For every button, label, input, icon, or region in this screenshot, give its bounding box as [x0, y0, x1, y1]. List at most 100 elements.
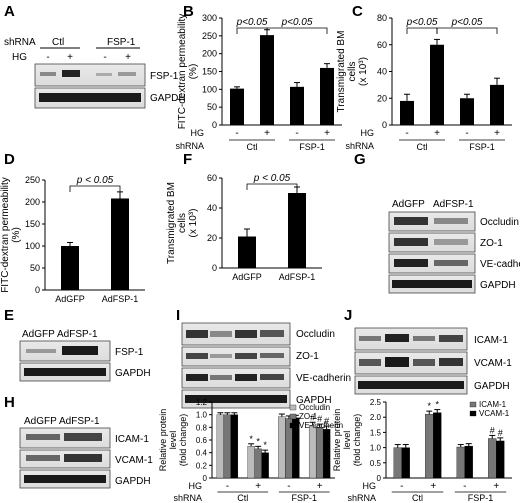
significance-star: * [249, 434, 253, 444]
blot-label-gapdh: GAPDH [474, 381, 510, 392]
y-tick-label: 1.0 [196, 411, 208, 420]
bar [401, 447, 410, 479]
panel-a: shRNA Ctl FSP-1 HG - + - + FSP-1 GAPDH [4, 37, 186, 109]
bar [320, 67, 334, 125]
bar [290, 86, 304, 125]
significance-hash: # [310, 412, 315, 422]
bar [278, 416, 286, 479]
blot-band [235, 330, 257, 338]
blot-label-zo1: ZO-1 [296, 351, 319, 362]
hg-label: HG [363, 481, 377, 491]
shrna-label: shRNA [347, 493, 376, 503]
y-axis-label: Relative protein [332, 409, 342, 472]
bar [223, 414, 232, 479]
blot-band [26, 434, 60, 440]
significance-bracket [236, 27, 268, 34]
blot-band [392, 280, 472, 288]
y-axis-label: FITC-dextran permeability [177, 14, 188, 130]
adfsp1-label: AdFSP-1 [59, 416, 100, 427]
bar [488, 438, 497, 479]
blot-band [186, 374, 208, 381]
panel-j-chart: 0 0.5 1.0 1.5 2.0 2.5 Relative protein level (fo… [332, 398, 512, 503]
blot-band [64, 454, 102, 462]
blot-strip [388, 232, 476, 253]
panel-g: AdGFP AdFSP-1 Occludin ZO-1 VE-cadherin … [388, 199, 520, 294]
bar [456, 446, 465, 479]
y-tick-label: 20 [377, 93, 387, 103]
blot-band [439, 358, 463, 366]
blot-label-occludin: Occludin [480, 217, 519, 228]
hg-sign: + [317, 481, 323, 492]
bar [247, 446, 255, 479]
shrna-label: shRNA [4, 37, 36, 48]
legend-label: VCAM-1 [479, 409, 510, 418]
blot-label-gapdh: GAPDH [296, 395, 332, 406]
y-tick-label: 0 [382, 120, 387, 130]
bar [260, 35, 274, 126]
blot-band [385, 334, 409, 342]
significance-star: * [256, 436, 260, 446]
group-label: Ctl [412, 493, 423, 503]
y-tick-label: 0 [212, 120, 217, 130]
hg-sign: + [430, 481, 436, 492]
blot-label-vcam1: VCAM-1 [474, 358, 512, 369]
significance-star: * [435, 400, 439, 410]
hg-sign: + [324, 128, 330, 139]
bar [460, 98, 474, 125]
y-tick-label: 1.2 [196, 398, 208, 407]
y-tick-label: 2.0 [370, 413, 382, 422]
blot-band [413, 336, 435, 341]
hg-sign: + [493, 481, 499, 492]
blot-band [39, 93, 141, 102]
panel-j-blot: ICAM-1 VCAM-1 GAPDH [354, 327, 512, 395]
x-tick-label: AdFSP-1 [279, 272, 316, 282]
significance-bracket [436, 27, 498, 34]
y-tick-label: 2.5 [370, 398, 382, 407]
group-label: FSP-1 [469, 142, 495, 152]
blot-band [394, 259, 428, 267]
panel-letter-j: J [344, 307, 352, 324]
bar [464, 445, 473, 479]
p-value-label: p < 0.05 [253, 173, 291, 184]
y-tick-label: 50 [30, 263, 40, 273]
panel-b-chart: 0 50 100 150 200 250 300 FITC-dextran permeabil… [175, 13, 342, 152]
blot-band [185, 395, 287, 403]
y-tick-label: 0.4 [196, 449, 208, 458]
bar [322, 429, 331, 479]
bar [216, 414, 225, 479]
significance-bracket [69, 185, 121, 192]
blot-strip [388, 253, 476, 274]
y-tick-label: 1.5 [370, 428, 382, 437]
significance-hash: # [324, 416, 329, 426]
bar [433, 412, 442, 479]
hg-label: HG [361, 128, 375, 138]
y-axis-label: level [342, 431, 352, 450]
y-tick-label: 250 [202, 31, 217, 41]
bar [393, 447, 402, 479]
panel-letter-b: B [183, 3, 194, 20]
adgfp-label: AdGFP [22, 329, 55, 340]
blot-label-gapdh: GAPDH [115, 476, 151, 487]
bar [61, 246, 79, 290]
blot-band [434, 239, 468, 245]
panel-letter-a: A [4, 3, 15, 20]
y-tick-label: 300 [202, 13, 217, 23]
blot-label-gapdh: GAPDH [480, 280, 516, 291]
blot-band [210, 331, 232, 337]
hg-label: HG [12, 52, 27, 63]
blot-band [413, 359, 435, 366]
bar [230, 414, 239, 479]
adgfp-label: AdGFP [24, 416, 57, 427]
blot-label-vecad: VE-cadherin [480, 259, 520, 270]
hg-sign: - [295, 128, 298, 139]
panel-f-chart: 0 20 40 60 Transmigrated BM cells (x 10³) AdGFP… [166, 173, 322, 282]
y-axis-label: Transmigrated BM [336, 31, 347, 113]
blot-band [394, 238, 428, 246]
y-tick-label: 0 [35, 285, 40, 295]
y-tick-label: 40 [377, 67, 387, 77]
y-axis-label: (fold change) [352, 414, 362, 467]
y-tick-label: 1.0 [370, 444, 382, 453]
blot-label-icam1: ICAM-1 [115, 434, 149, 445]
panel-letter-e: E [4, 307, 14, 324]
